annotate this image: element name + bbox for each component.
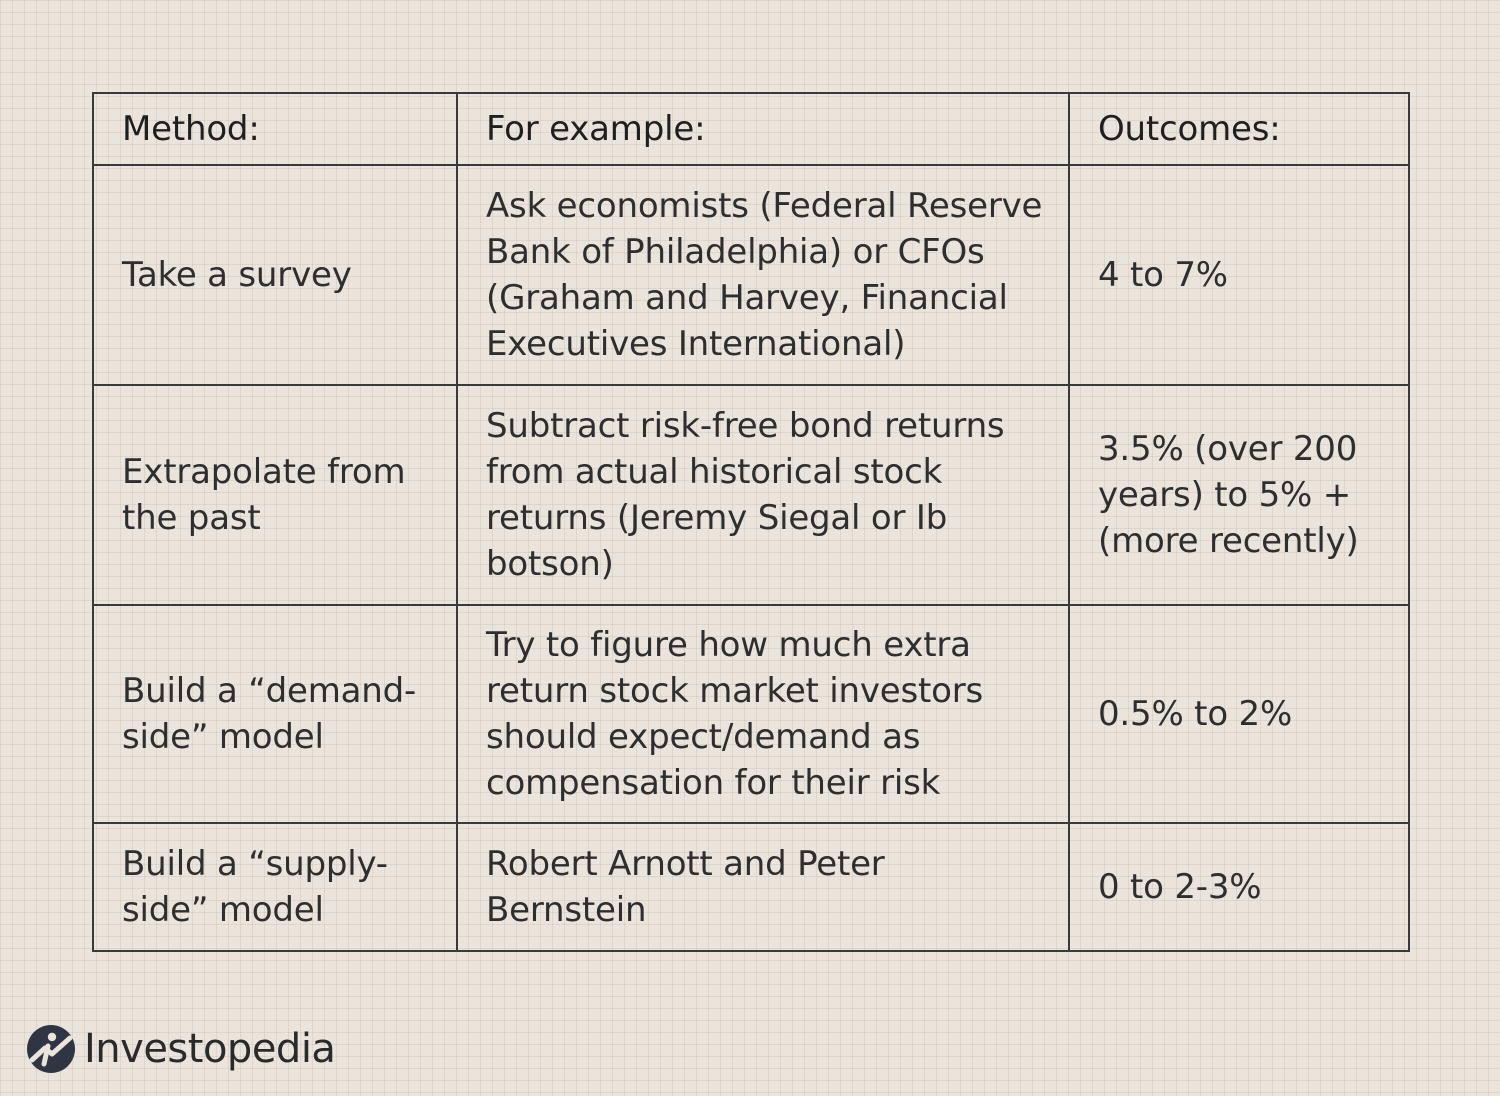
investopedia-logo[interactable]: Investopedia (26, 1022, 336, 1076)
method-cell: Build a “demand-side” model (92, 604, 458, 824)
table-row: Take a survey Ask economists (Federal Re… (92, 164, 1410, 386)
premium-methods-table: Method: For example: Outcomes: Take a su… (92, 92, 1410, 952)
header-method: Method: (92, 92, 458, 166)
example-cell: Try to figure how much extra return stoc… (456, 604, 1070, 824)
outcome-cell: 0 to 2-3% (1068, 822, 1410, 952)
example-cell: Ask economists (Federal Reserve Bank of … (456, 164, 1070, 386)
table-row: Build a “supply-side” model Robert Arnot… (92, 822, 1410, 952)
table-header-row: Method: For example: Outcomes: (92, 92, 1410, 166)
method-cell: Take a survey (92, 164, 458, 386)
example-cell: Robert Arnott and Peter Bernstein (456, 822, 1070, 952)
header-example: For example: (456, 92, 1070, 166)
outcome-cell: 3.5% (over 200 years) to 5% + (more rece… (1068, 384, 1410, 606)
method-cell: Build a “supply-side” model (92, 822, 458, 952)
table-row: Build a “demand-side” model Try to figur… (92, 604, 1410, 824)
logo-wordmark: Investopedia (84, 1026, 336, 1072)
table-row: Extrapolate from the past Subtract risk-… (92, 384, 1410, 606)
outcome-cell: 4 to 7% (1068, 164, 1410, 386)
example-cell: Subtract risk-free bond returns from act… (456, 384, 1070, 606)
header-outcomes: Outcomes: (1068, 92, 1410, 166)
method-cell: Extrapolate from the past (92, 384, 458, 606)
outcome-cell: 0.5% to 2% (1068, 604, 1410, 824)
investopedia-logo-icon (27, 1025, 75, 1073)
